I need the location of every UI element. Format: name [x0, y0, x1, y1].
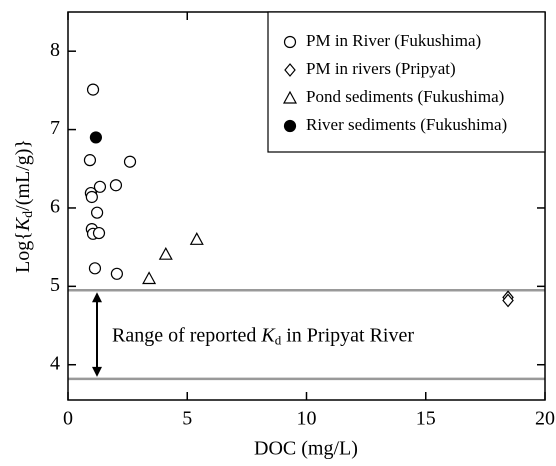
point — [93, 180, 107, 193]
point — [142, 271, 157, 285]
legend-marker — [282, 90, 298, 104]
point — [90, 206, 104, 219]
legend-marker — [283, 119, 297, 133]
legend: PM in River (Fukushima) PM in rivers (Pri… — [267, 11, 546, 153]
x-tick-label: 10 — [297, 408, 317, 430]
y-axis-label: Log{Kd/(mL/g)} — [12, 139, 37, 273]
legend-label: PM in River (Fukushima) — [306, 31, 481, 50]
y-tick-label: 7 — [50, 117, 60, 139]
y-tick-label: 8 — [50, 39, 60, 61]
annotation-part: in Pripyat River — [281, 324, 414, 346]
point — [83, 154, 97, 167]
point — [109, 179, 123, 192]
y-tick-label: 5 — [50, 274, 60, 296]
x-tick-label: 0 — [63, 408, 73, 430]
arrow-head — [92, 366, 102, 377]
point — [123, 155, 137, 168]
point — [89, 131, 103, 144]
x-tick-label: 20 — [535, 408, 555, 430]
y-tick-label: 4 — [50, 352, 60, 374]
legend-marker — [284, 63, 296, 77]
annotation-part: d — [275, 333, 282, 348]
point — [86, 83, 100, 96]
arrow-head — [92, 292, 102, 303]
point — [92, 226, 106, 240]
point — [85, 190, 98, 204]
x-axis-label: DOC (mg/L) — [254, 438, 358, 460]
point — [88, 262, 102, 275]
x-tick-label: 5 — [182, 408, 192, 430]
legend-marker — [283, 35, 297, 49]
legend-label: PM in rivers (Pripyat) — [306, 59, 456, 78]
annotation-part: Range of reported — [112, 324, 261, 346]
x-tick-label: 15 — [416, 408, 436, 430]
legend-label: River sediments (Fukushima) — [306, 115, 507, 134]
point — [189, 232, 204, 245]
annotation-part: K — [260, 324, 276, 346]
y-tick-label: 6 — [50, 196, 60, 218]
annotation: Range of reported Kd in Pripyat River — [112, 324, 414, 347]
point — [110, 267, 123, 280]
legend-label: Pond sediments (Fukushima) — [306, 87, 504, 106]
point — [502, 293, 514, 308]
point — [158, 246, 173, 260]
legend-box — [267, 11, 546, 153]
